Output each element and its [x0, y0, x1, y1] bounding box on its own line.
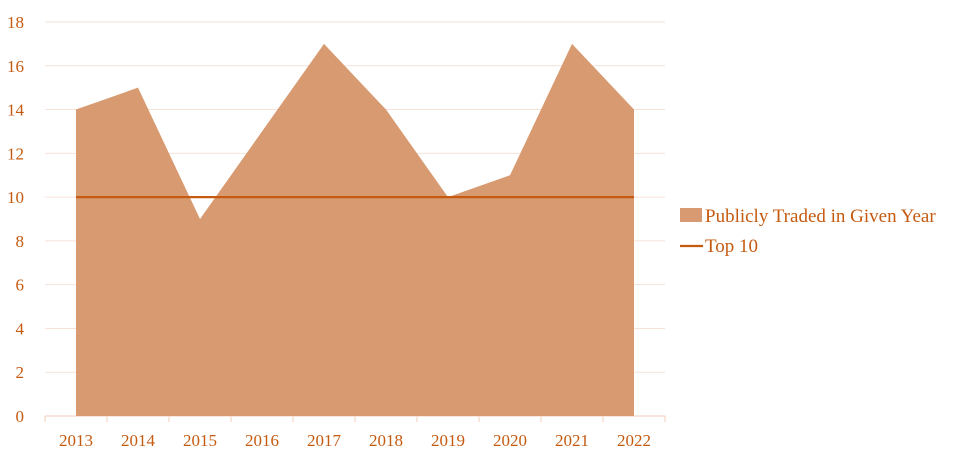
area-fill [76, 43, 634, 417]
area-series [76, 43, 634, 417]
y-tick-label: 6 [16, 276, 25, 295]
y-tick-label: 12 [7, 144, 24, 163]
x-tick-label: 2019 [431, 431, 465, 450]
legend: Publicly Traded in Given Year Top 10 [680, 206, 936, 257]
legend-label-line: Top 10 [705, 236, 758, 257]
x-tick-label: 2017 [307, 431, 342, 450]
x-tick-label: 2020 [493, 431, 527, 450]
y-tick-label: 18 [7, 13, 24, 32]
y-axis-ticks: 0 2 4 6 8 10 12 14 16 18 [7, 13, 25, 426]
x-axis-ticks: 2013 2014 2015 2016 2017 2018 2019 2020 2021 2022 [59, 431, 651, 450]
y-tick-label: 14 [7, 101, 25, 120]
y-tick-label: 10 [7, 188, 24, 207]
legend-label-area: Publicly Traded in Given Year [705, 206, 936, 227]
x-tick-label: 2021 [555, 431, 589, 450]
y-tick-label: 4 [16, 319, 25, 338]
x-tick-label: 2016 [245, 431, 279, 450]
x-tick-label: 2022 [617, 431, 651, 450]
legend-swatch-area [680, 208, 702, 222]
x-tick-label: 2018 [369, 431, 403, 450]
y-tick-label: 16 [7, 57, 24, 76]
y-tick-label: 8 [16, 232, 25, 251]
x-tick-label: 2013 [59, 431, 93, 450]
y-tick-label: 2 [16, 363, 25, 382]
x-tick-label: 2015 [183, 431, 217, 450]
y-tick-label: 0 [16, 407, 25, 426]
x-tick-label: 2014 [121, 431, 156, 450]
